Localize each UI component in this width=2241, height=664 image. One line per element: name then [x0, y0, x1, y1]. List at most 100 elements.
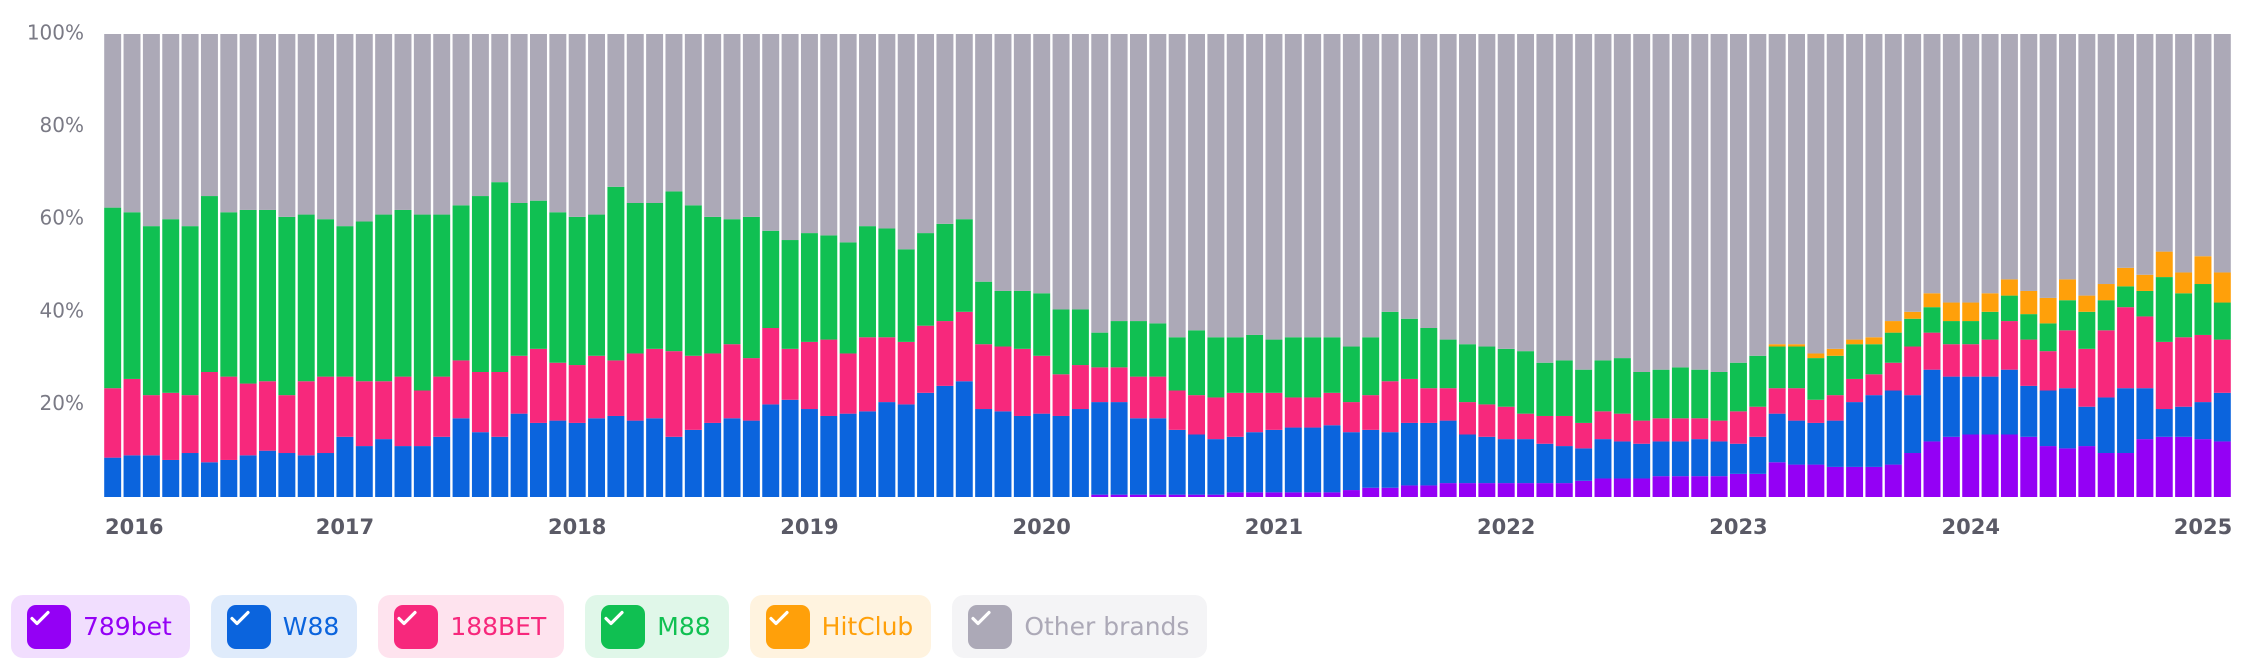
- bar-segment: [1033, 293, 1051, 356]
- bar-segment: [1517, 439, 1535, 484]
- bar-segment: [278, 453, 296, 497]
- bar-segment: [1710, 371, 1728, 421]
- bar-segment: [452, 205, 470, 361]
- bar-segment: [1807, 34, 1825, 354]
- bar-segment: [181, 34, 199, 227]
- bar-segment: [1846, 34, 1864, 340]
- legend-item[interactable]: 188BET: [378, 595, 565, 658]
- legend-item[interactable]: W88: [210, 595, 358, 658]
- bar-segment: [1342, 34, 1360, 347]
- bar-segment: [1768, 34, 1786, 345]
- bar-segment: [1865, 374, 1883, 396]
- bar-segment: [975, 34, 993, 282]
- bar-segment: [1613, 478, 1631, 497]
- bar-segment: [955, 381, 973, 497]
- legend-item[interactable]: Other brands: [952, 595, 1208, 658]
- bar-segment: [2059, 300, 2076, 331]
- bar-segment: [1478, 346, 1496, 405]
- bar-segment: [917, 34, 935, 234]
- bar-segment: [510, 202, 528, 356]
- bar-segment: [2136, 290, 2154, 317]
- bar-segment: [394, 34, 412, 210]
- bar-segment: [684, 34, 702, 206]
- bar-segment: [2213, 441, 2231, 497]
- bar-segment: [239, 383, 257, 456]
- legend-checkbox[interactable]: [601, 604, 646, 649]
- legend-checkbox[interactable]: [27, 604, 71, 649]
- bar-segment: [1826, 355, 1844, 396]
- bar-segment: [1013, 34, 1031, 291]
- bar-segment: [433, 34, 451, 215]
- bar-segment: [1962, 34, 1980, 303]
- bar-segment: [317, 219, 335, 377]
- bar-segment: [1536, 443, 1554, 484]
- bar-segment: [123, 34, 141, 213]
- bar-segment: [1284, 397, 1302, 428]
- bar-segment: [2039, 297, 2057, 324]
- bar-segment: [1865, 344, 1883, 375]
- bar-segment: [1942, 376, 1960, 437]
- bar-segment: [1826, 395, 1844, 421]
- bar-segment: [1400, 485, 1418, 497]
- legend-checkbox[interactable]: [226, 604, 271, 649]
- y-tick-label: 60%: [40, 206, 84, 230]
- bar-segment: [2155, 341, 2173, 410]
- bar-segment: [897, 341, 915, 405]
- bar-segment: [1207, 397, 1225, 440]
- bar-segment: [220, 212, 238, 377]
- bar-segment: [1594, 478, 1612, 497]
- bar-segment: [433, 214, 451, 377]
- bar-segment: [2059, 448, 2076, 497]
- bar-segment: [317, 453, 335, 497]
- legend-label: M88: [657, 612, 711, 641]
- legend-item[interactable]: HitClub: [749, 595, 932, 658]
- bar-segment: [1729, 34, 1747, 363]
- bar-segment: [1149, 418, 1167, 495]
- bar-segment: [1517, 483, 1535, 497]
- legend-checkbox[interactable]: [968, 604, 1013, 649]
- bar-segment: [1304, 397, 1322, 428]
- bar-segment: [1691, 34, 1709, 370]
- bar-segment: [1826, 420, 1844, 467]
- bar-segment: [1884, 34, 1902, 322]
- bar-segment: [588, 34, 606, 215]
- bar-segment: [1129, 418, 1147, 495]
- bar-segment: [1865, 466, 1883, 497]
- bar-segment: [568, 365, 586, 423]
- bar-segment: [646, 348, 664, 419]
- bar-segment: [665, 34, 683, 192]
- bar-segment: [104, 388, 122, 458]
- bar-segment: [1342, 402, 1360, 433]
- bar-segment: [665, 351, 683, 437]
- bar-segment: [1439, 420, 1457, 484]
- bar-segment: [994, 34, 1012, 291]
- bar-segment: [510, 355, 528, 414]
- x-tick-label: 2020: [1012, 515, 1070, 539]
- bar-segment: [355, 446, 373, 497]
- legend-item[interactable]: 789bet: [11, 595, 190, 658]
- bar-segment: [762, 230, 780, 329]
- bar-segment: [549, 34, 567, 213]
- legend-checkbox[interactable]: [394, 604, 439, 649]
- bar-segment: [723, 34, 741, 220]
- bar-segment: [1517, 34, 1535, 352]
- bar-segment: [2117, 267, 2135, 287]
- bar-segment: [2000, 369, 2018, 435]
- bar-segment: [2078, 446, 2096, 497]
- bar-segment: [491, 436, 509, 497]
- bar-segment: [510, 413, 528, 497]
- bar-segment: [607, 415, 625, 497]
- bar-segment: [1942, 302, 1960, 322]
- bar-segment: [1555, 360, 1573, 416]
- bar-segment: [2175, 272, 2193, 294]
- bar-segment: [2078, 34, 2096, 296]
- legend-checkbox[interactable]: [765, 604, 810, 649]
- bar-segment: [607, 360, 625, 416]
- bar-segment: [1633, 478, 1651, 497]
- bar-segment: [1846, 402, 1864, 467]
- bar-segment: [142, 226, 160, 396]
- legend-item[interactable]: M88: [585, 595, 729, 658]
- bar-segment: [2020, 339, 2038, 386]
- bar-segment: [2194, 284, 2212, 335]
- bar-segment: [955, 219, 973, 312]
